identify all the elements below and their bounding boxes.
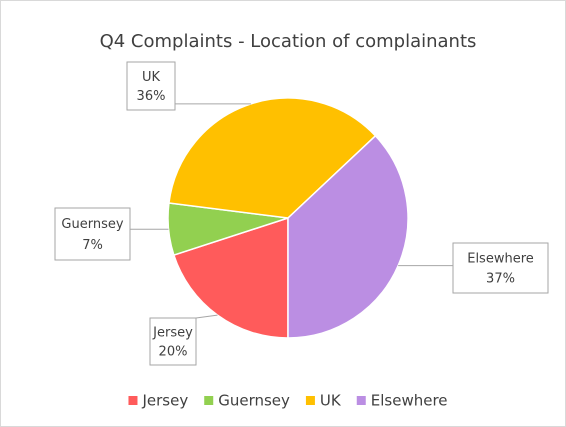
data-label-value: 37% (486, 272, 515, 287)
data-label-name: Jersey (152, 326, 193, 341)
legend-swatch (305, 396, 315, 405)
legend-swatch (204, 396, 214, 405)
legend-label: Guernsey (218, 392, 290, 410)
data-label-box (54, 207, 131, 261)
legend-label: Jersey (141, 392, 188, 410)
legend-label: UK (320, 392, 342, 410)
legend-label: Elsewhere (371, 392, 448, 410)
legend: Jersey Guernsey UK Elsewhere (128, 392, 448, 410)
chart-title: Q4 Complaints - Location of complainants (100, 31, 477, 52)
leader-line (195, 314, 218, 319)
data-label-name: UK (142, 70, 161, 85)
pie-slice (172, 216, 289, 339)
data-label-box (452, 242, 549, 294)
legend-swatch (356, 396, 366, 405)
data-label-name: Guernsey (61, 217, 123, 232)
data-label-name: Elsewhere (467, 252, 534, 267)
pie-slice (287, 134, 409, 339)
data-label-value: 36% (137, 89, 166, 104)
data-label-value: 20% (159, 344, 188, 359)
legend-swatch (128, 396, 138, 405)
data-label-box (126, 61, 176, 111)
data-label-box (149, 317, 197, 366)
data-label-value: 7% (82, 238, 103, 253)
